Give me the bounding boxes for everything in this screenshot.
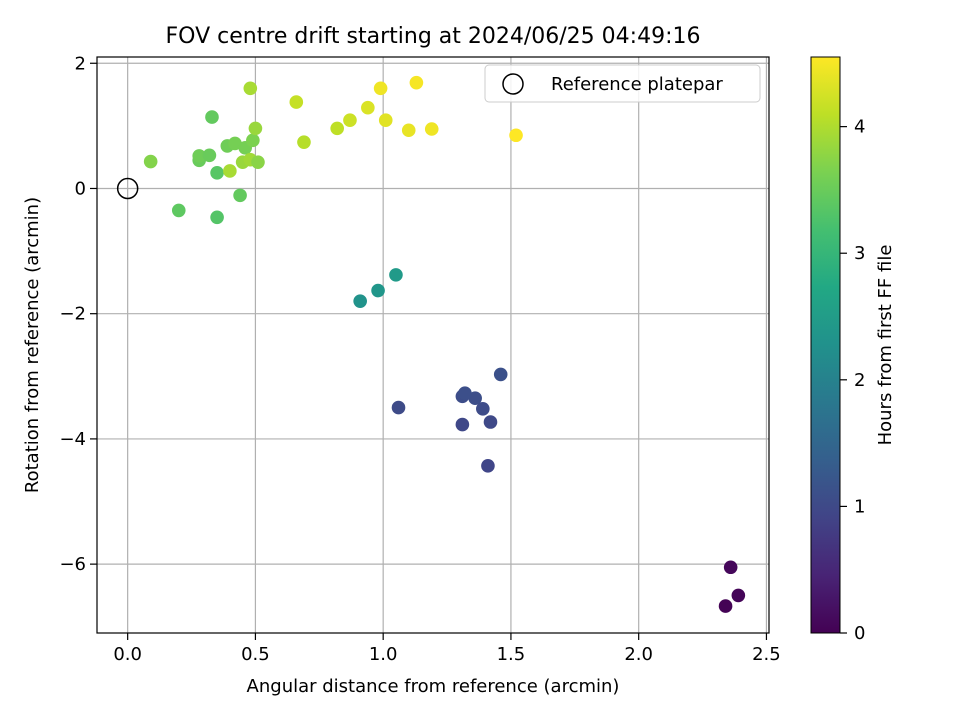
data-point [401, 123, 416, 138]
x-tick-label: 1.0 [369, 644, 398, 665]
data-points [143, 75, 746, 613]
data-point [297, 135, 311, 149]
data-point [723, 560, 738, 575]
legend-box [484, 64, 761, 103]
y-tick-label: 0 [75, 178, 86, 199]
legend-reference-marker [502, 73, 524, 95]
data-point [389, 268, 403, 282]
data-point [205, 110, 219, 124]
data-point [192, 149, 207, 163]
data-point [210, 166, 224, 180]
y-axis-label: Rotation from reference (arcmin) [22, 197, 43, 493]
data-point [251, 155, 265, 169]
data-point [718, 599, 733, 613]
data-point [373, 81, 388, 96]
colorbar-tick-label: 4 [854, 117, 865, 138]
chart-title: FOV centre drift starting at 2024/06/25 … [166, 24, 701, 49]
data-point [233, 188, 247, 203]
data-point [361, 100, 375, 115]
y-tick-label: −2 [59, 304, 86, 325]
data-point [353, 294, 367, 308]
colorbar-tick-label: 2 [854, 370, 865, 391]
x-tick-label: 2.5 [752, 644, 781, 665]
y-tick-label: −6 [59, 554, 86, 575]
x-axis-label: Angular distance from reference (arcmin) [247, 676, 620, 697]
colorbar-tick-label: 0 [854, 623, 865, 644]
y-tick-label: 2 [75, 53, 86, 74]
data-point [246, 133, 260, 148]
data-point [378, 113, 393, 128]
colorbar-gradient [811, 57, 840, 633]
reference-marker [116, 177, 139, 200]
y-tick-label: −4 [59, 429, 86, 450]
colorbar-frame [810, 56, 841, 634]
data-point [243, 81, 258, 96]
data-point [391, 400, 406, 415]
colorbar-label: Hours from first FF file [875, 245, 896, 446]
colorbar-tick-label: 3 [854, 243, 865, 264]
legend: Reference platepar [484, 64, 761, 103]
data-point [455, 417, 470, 432]
data-point [248, 121, 263, 136]
colorbar-ticks: 0 1 2 3 4 [840, 117, 865, 644]
data-point [343, 113, 357, 128]
data-point [223, 164, 237, 178]
data-point [171, 203, 186, 218]
data-point [143, 154, 158, 169]
data-point [371, 283, 385, 298]
data-point [330, 121, 344, 136]
data-point [509, 128, 523, 143]
data-point [731, 588, 746, 603]
x-axis-ticks: 0.0 0.5 1.0 1.5 2.0 2.5 [113, 633, 781, 665]
grid-lines [97, 57, 769, 633]
data-point [210, 210, 224, 225]
reference-marker-group [116, 177, 139, 200]
x-tick-label: 0.5 [241, 644, 270, 665]
data-point [481, 459, 495, 473]
data-point [202, 148, 217, 163]
colorbar-tick-label: 1 [854, 496, 865, 517]
data-point [483, 415, 498, 429]
data-point [468, 391, 482, 406]
data-point [289, 95, 304, 109]
x-tick-label: 0.0 [113, 644, 142, 665]
data-point [458, 386, 472, 401]
data-point [424, 122, 439, 136]
x-tick-label: 2.0 [624, 644, 653, 665]
data-point [409, 75, 424, 90]
legend-entry-reference: Reference platepar [551, 74, 723, 95]
data-point [493, 367, 508, 382]
x-tick-label: 1.5 [497, 644, 526, 665]
data-point [228, 136, 242, 151]
data-point [476, 402, 490, 416]
plot-frame [96, 56, 770, 634]
y-axis-ticks: −6 −4 −2 0 2 [59, 53, 97, 575]
